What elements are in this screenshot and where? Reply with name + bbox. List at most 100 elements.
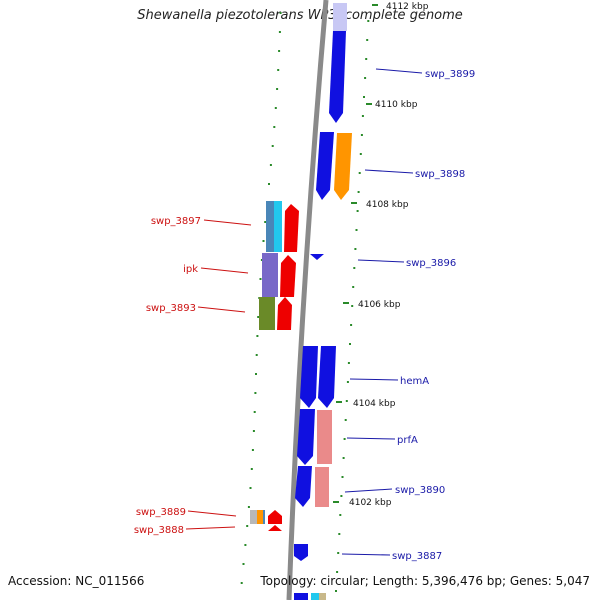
left-dot-tick [256, 335, 259, 337]
right-dot-tick [361, 115, 364, 117]
right-dot-tick [339, 514, 342, 516]
leader-swp-3887 [341, 553, 391, 556]
gene-swp-3889-b[interactable] [257, 510, 263, 524]
gene-swp-3889-a[interactable] [250, 510, 257, 524]
gene-swp-3890-a[interactable] [295, 466, 312, 507]
right-dot-tick [365, 58, 368, 60]
label-swp-3889[interactable]: swp_3889 [136, 507, 186, 518]
gene-ipk-a[interactable] [262, 253, 278, 297]
accession-text: Accession: NC_011566 [8, 574, 145, 588]
gene-top-faded [333, 3, 347, 31]
left-dot-tick [240, 582, 243, 584]
gene-swp-3897-c[interactable] [284, 204, 299, 252]
leader-ipk [200, 267, 249, 274]
kbp-label-4110: 4110 kbp [375, 100, 418, 110]
right-dot-tick [346, 381, 349, 383]
right-dot-tick [345, 400, 348, 402]
left-dot-tick [251, 449, 254, 451]
leader-hema [349, 378, 399, 381]
left-dot-tick [257, 316, 260, 318]
kbp-tick-4106 [343, 302, 349, 304]
right-dot-tick [352, 286, 355, 288]
right-dot-tick [357, 191, 360, 193]
left-dot-tick [269, 164, 272, 166]
left-dot-tick [255, 373, 257, 375]
gene-swp-3888[interactable] [268, 525, 282, 531]
gene-swp-3890-b[interactable] [315, 467, 329, 507]
label-swp-3896[interactable]: swp_3896 [406, 258, 456, 269]
label-prfa[interactable]: prfA [397, 435, 418, 446]
right-dot-tick [350, 324, 353, 326]
kbp-label-4108: 4108 kbp [366, 200, 409, 210]
right-dot-tick [360, 134, 363, 136]
left-dot-tick [273, 126, 276, 128]
left-dot-tick [262, 240, 265, 242]
gene-hema-b[interactable] [318, 346, 336, 408]
kbp-tick-4104 [336, 401, 342, 403]
label-swp-3893[interactable]: swp_3893 [146, 303, 196, 314]
right-dot-tick [343, 438, 346, 440]
gene-swp-3887[interactable] [294, 544, 308, 561]
right-dot-tick [355, 229, 358, 231]
label-swp-3888[interactable]: swp_3888 [134, 525, 184, 536]
kbp-label-4102: 4102 kbp [349, 498, 392, 508]
leader-swp-3897 [203, 219, 252, 226]
gene-swp-3898-a[interactable] [316, 132, 334, 200]
kbp-tick-4102 [333, 501, 339, 503]
leader-swp-3896 [357, 259, 405, 263]
leader-prfa [346, 437, 396, 440]
left-dot-tick [260, 259, 263, 261]
gene-swp-3889-c[interactable] [263, 510, 265, 524]
right-dot-tick [353, 267, 356, 269]
left-dot-tick [255, 354, 258, 356]
map-title: Shewanella piezotolerans WP3, complete g… [137, 8, 463, 23]
right-dot-tick [344, 419, 347, 421]
gene-prfa-b[interactable] [317, 410, 332, 464]
gene-swp-3889-d[interactable] [268, 510, 282, 524]
left-dot-tick [271, 145, 274, 147]
gene-bottom-tan [319, 593, 326, 600]
right-dot-tick [342, 457, 345, 459]
genome-backbone [286, 0, 329, 600]
right-dot-tick [341, 476, 344, 478]
gene-hema-a[interactable] [300, 346, 318, 408]
right-dot-tick [354, 248, 357, 250]
kbp-label-4112: 4112 kbp [386, 2, 429, 12]
label-swp-3897[interactable]: swp_3897 [151, 216, 201, 227]
right-dot-tick [364, 77, 367, 79]
gene-swp-3897-b[interactable] [274, 201, 282, 252]
left-dot-tick [246, 525, 249, 527]
right-dot-tick [358, 172, 361, 174]
gene-bottom-cyan [311, 593, 319, 600]
right-dot-tick [356, 210, 359, 212]
gene-swp-3898-b[interactable] [334, 133, 352, 200]
kbp-tick-4110 [366, 103, 372, 105]
gene-swp-3893-a[interactable] [259, 297, 275, 330]
right-tick-marks [335, 20, 370, 592]
label-swp-3890[interactable]: swp_3890 [395, 485, 445, 496]
left-dot-tick [278, 31, 281, 33]
label-ipk[interactable]: ipk [183, 264, 198, 275]
kbp-label-4106: 4106 kbp [358, 300, 401, 310]
left-dot-tick [264, 221, 267, 223]
left-dot-tick [252, 430, 255, 432]
gene-ipk-b[interactable] [280, 255, 296, 297]
gene-swp-3899[interactable] [329, 31, 346, 123]
left-dot-tick [279, 12, 282, 14]
right-dot-tick [336, 571, 339, 573]
label-swp-3899[interactable]: swp_3899 [425, 69, 475, 80]
label-swp-3887[interactable]: swp_3887 [392, 551, 442, 562]
gene-swp-3896[interactable] [310, 254, 324, 260]
right-dot-tick [338, 533, 341, 535]
right-dot-tick [367, 20, 370, 22]
left-dot-tick [253, 411, 256, 413]
gene-swp-3893-b[interactable] [277, 297, 292, 330]
label-hema[interactable]: hemA [400, 376, 429, 387]
gene-swp-3897-a[interactable] [266, 201, 274, 252]
right-dot-tick [337, 552, 340, 554]
gene-prfa-a[interactable] [297, 409, 315, 465]
label-swp-3898[interactable]: swp_3898 [415, 169, 465, 180]
leader-swp-3890 [344, 488, 393, 493]
leader-swp-3898 [364, 169, 414, 174]
left-dot-tick [250, 468, 253, 470]
